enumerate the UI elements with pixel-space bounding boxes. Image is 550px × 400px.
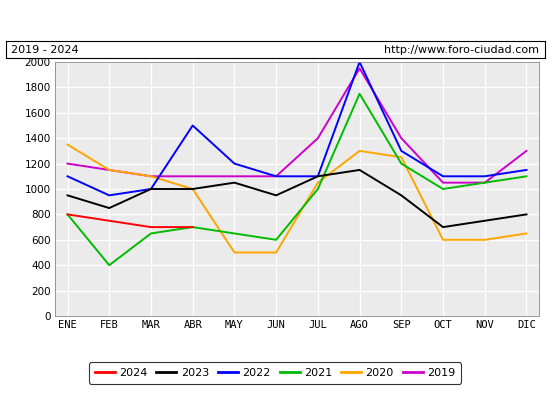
Text: Evolucion Nº Turistas Nacionales en el municipio de El Paso: Evolucion Nº Turistas Nacionales en el m… [58, 14, 492, 28]
Legend: 2024, 2023, 2022, 2021, 2020, 2019: 2024, 2023, 2022, 2021, 2020, 2019 [89, 362, 461, 384]
Text: http://www.foro-ciudad.com: http://www.foro-ciudad.com [384, 45, 539, 55]
Text: 2019 - 2024: 2019 - 2024 [11, 45, 79, 55]
